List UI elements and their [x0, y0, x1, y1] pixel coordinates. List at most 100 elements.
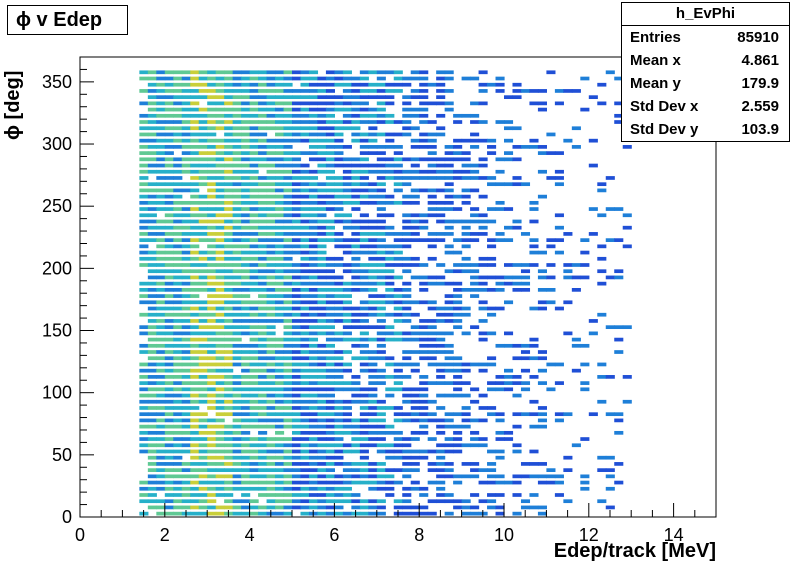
heatmap-cell: [512, 176, 522, 180]
heatmap-cell: [410, 238, 420, 242]
heatmap-cell: [410, 406, 420, 410]
heatmap-cell: [275, 275, 285, 280]
heatmap-cell: [444, 281, 454, 286]
heatmap-cell: [453, 157, 463, 162]
heatmap-cell: [207, 511, 217, 516]
heatmap-cell: [419, 350, 429, 354]
heatmap-cell: [249, 113, 259, 118]
heatmap-cell: [427, 399, 437, 404]
heatmap-cell: [198, 319, 208, 323]
heatmap-cell: [436, 157, 446, 162]
heatmap-cell: [156, 281, 166, 286]
heatmap-cell: [444, 182, 454, 187]
heatmap-cell: [224, 412, 234, 417]
heatmap-cell: [325, 319, 335, 323]
heatmap-cell: [241, 132, 251, 137]
heatmap-cell: [504, 120, 514, 124]
heatmap-cell: [359, 462, 369, 466]
heatmap-cell: [554, 493, 564, 497]
heatmap-cell: [283, 200, 293, 205]
heatmap-cell: [181, 381, 191, 385]
heatmap-cell: [410, 331, 420, 336]
heatmap-cell: [258, 269, 268, 274]
heatmap-cell: [368, 169, 378, 174]
heatmap-cell: [207, 306, 217, 311]
heatmap-cell: [258, 232, 268, 236]
heatmap-cell: [173, 120, 183, 124]
heatmap-cell: [537, 418, 547, 423]
heatmap-cell: [368, 468, 378, 472]
heatmap-cell: [342, 89, 352, 93]
heatmap-cell: [351, 194, 361, 199]
heatmap-cell: [215, 350, 225, 354]
heatmap-cell: [537, 474, 547, 479]
heatmap-cell: [325, 331, 335, 336]
heatmap-cell: [283, 294, 293, 298]
heatmap-cell: [198, 368, 208, 373]
heatmap-cell: [164, 399, 174, 404]
heatmap-cell: [376, 399, 386, 404]
heatmap-cell: [275, 406, 285, 410]
heatmap-cell: [470, 169, 480, 174]
heatmap-cell: [317, 406, 327, 410]
heatmap-cell: [300, 356, 310, 361]
heatmap-cell: [266, 275, 276, 280]
heatmap-cell: [385, 455, 395, 460]
heatmap-cell: [376, 256, 386, 261]
heatmap-cell: [300, 331, 310, 336]
heatmap-cell: [308, 238, 319, 242]
heatmap-cell: [198, 138, 208, 143]
heatmap-cell: [224, 406, 234, 410]
heatmap-cell: [376, 418, 386, 423]
heatmap-cell: [376, 219, 386, 224]
heatmap-cell: [402, 169, 412, 174]
heatmap-cell: [241, 225, 251, 230]
heatmap-cell: [461, 225, 471, 230]
heatmap-cell: [190, 225, 200, 230]
heatmap-cell: [258, 356, 268, 361]
heatmap-cell: [292, 194, 302, 199]
heatmap-cell: [207, 319, 217, 323]
heatmap-cell: [368, 275, 378, 280]
heatmap-cell: [334, 157, 344, 162]
heatmap-cell: [292, 163, 302, 168]
heatmap-cell: [495, 493, 505, 497]
heatmap-cell: [275, 480, 285, 485]
heatmap-cell: [537, 269, 547, 274]
heatmap-cell: [470, 263, 480, 267]
heatmap-cell: [266, 151, 276, 155]
heatmap-cell: [393, 169, 403, 174]
heatmap-cell: [147, 319, 157, 323]
heatmap-cell: [325, 219, 335, 224]
heatmap-cell: [207, 312, 217, 317]
heatmap-cell: [410, 486, 420, 491]
heatmap-cell: [215, 462, 225, 466]
heatmap-cell: [546, 263, 556, 267]
heatmap-cell: [436, 207, 446, 211]
heatmap-cell: [241, 70, 251, 75]
heatmap-cell: [419, 138, 429, 143]
heatmap-cell: [266, 418, 276, 423]
heatmap-cell: [139, 393, 149, 398]
heatmap-cell: [147, 213, 157, 218]
heatmap-cell: [325, 207, 335, 211]
heatmap-cell: [190, 356, 200, 361]
heatmap-cell: [419, 325, 429, 330]
heatmap-cell: [334, 263, 344, 267]
heatmap-cell: [164, 406, 174, 410]
heatmap-cell: [529, 462, 539, 466]
heatmap-cell: [266, 443, 276, 448]
heatmap-cell: [478, 281, 488, 286]
heatmap-cell: [266, 89, 276, 93]
heatmap-cell: [385, 194, 395, 199]
heatmap-cell: [614, 207, 624, 211]
heatmap-cell: [300, 449, 310, 454]
heatmap-cell: [156, 163, 166, 168]
heatmap-cell: [181, 163, 191, 168]
heatmap-cell: [410, 113, 420, 118]
heatmap-cell: [368, 219, 378, 224]
heatmap-cell: [249, 281, 259, 286]
heatmap-cell: [342, 213, 352, 218]
heatmap-cell: [605, 375, 615, 379]
heatmap-cell: [207, 362, 217, 367]
